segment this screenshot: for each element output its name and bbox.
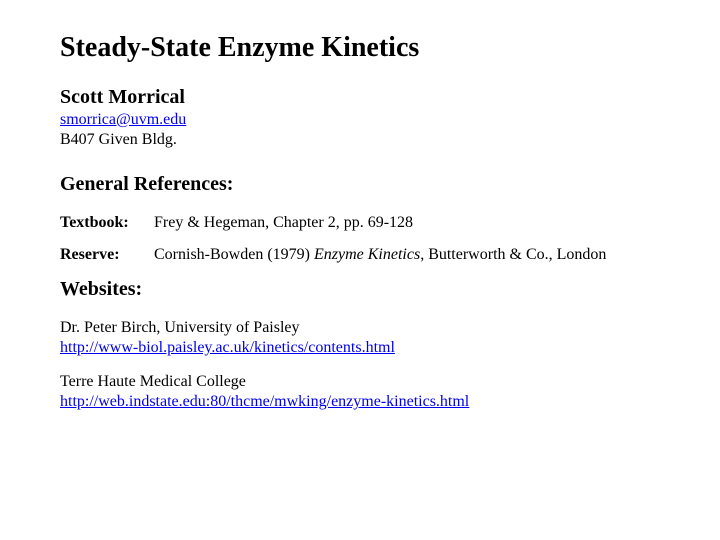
reference-textbook: Textbook: Frey & Hegeman, Chapter 2, pp.… [60, 214, 660, 232]
websites-heading: Websites: [60, 278, 660, 301]
reserve-suffix: , Butterworth & Co., London [420, 246, 606, 263]
website-1-name: Dr. Peter Birch, University of Paisley [60, 319, 660, 337]
page-title: Steady-State Enzyme Kinetics [60, 32, 660, 64]
reserve-prefix: Cornish-Bowden (1979) [154, 246, 314, 263]
author-email-link[interactable]: smorrica@uvm.edu [60, 111, 186, 129]
reference-reserve: Reserve: Cornish-Bowden (1979) Enzyme Ki… [60, 246, 660, 264]
page: Steady-State Enzyme Kinetics Scott Morri… [0, 0, 720, 447]
website-entry-1: Dr. Peter Birch, University of Paisley h… [60, 319, 660, 357]
textbook-text: Frey & Hegeman, Chapter 2, pp. 69-128 [154, 214, 413, 231]
website-2-link[interactable]: http://web.indstate.edu:80/thcme/mwking/… [60, 393, 469, 410]
reserve-italic: Enzyme Kinetics [314, 246, 420, 263]
reserve-text: Cornish-Bowden (1979) Enzyme Kinetics, B… [154, 246, 606, 263]
author-address: B407 Given Bldg. [60, 131, 660, 149]
website-entry-2: Terre Haute Medical College http://web.i… [60, 373, 660, 411]
reserve-label: Reserve: [60, 246, 150, 264]
references-heading: General References: [60, 173, 660, 196]
website-1-link[interactable]: http://www-biol.paisley.ac.uk/kinetics/c… [60, 339, 395, 356]
website-2-name: Terre Haute Medical College [60, 373, 660, 391]
author-name: Scott Morrical [60, 86, 660, 109]
textbook-label: Textbook: [60, 214, 150, 232]
